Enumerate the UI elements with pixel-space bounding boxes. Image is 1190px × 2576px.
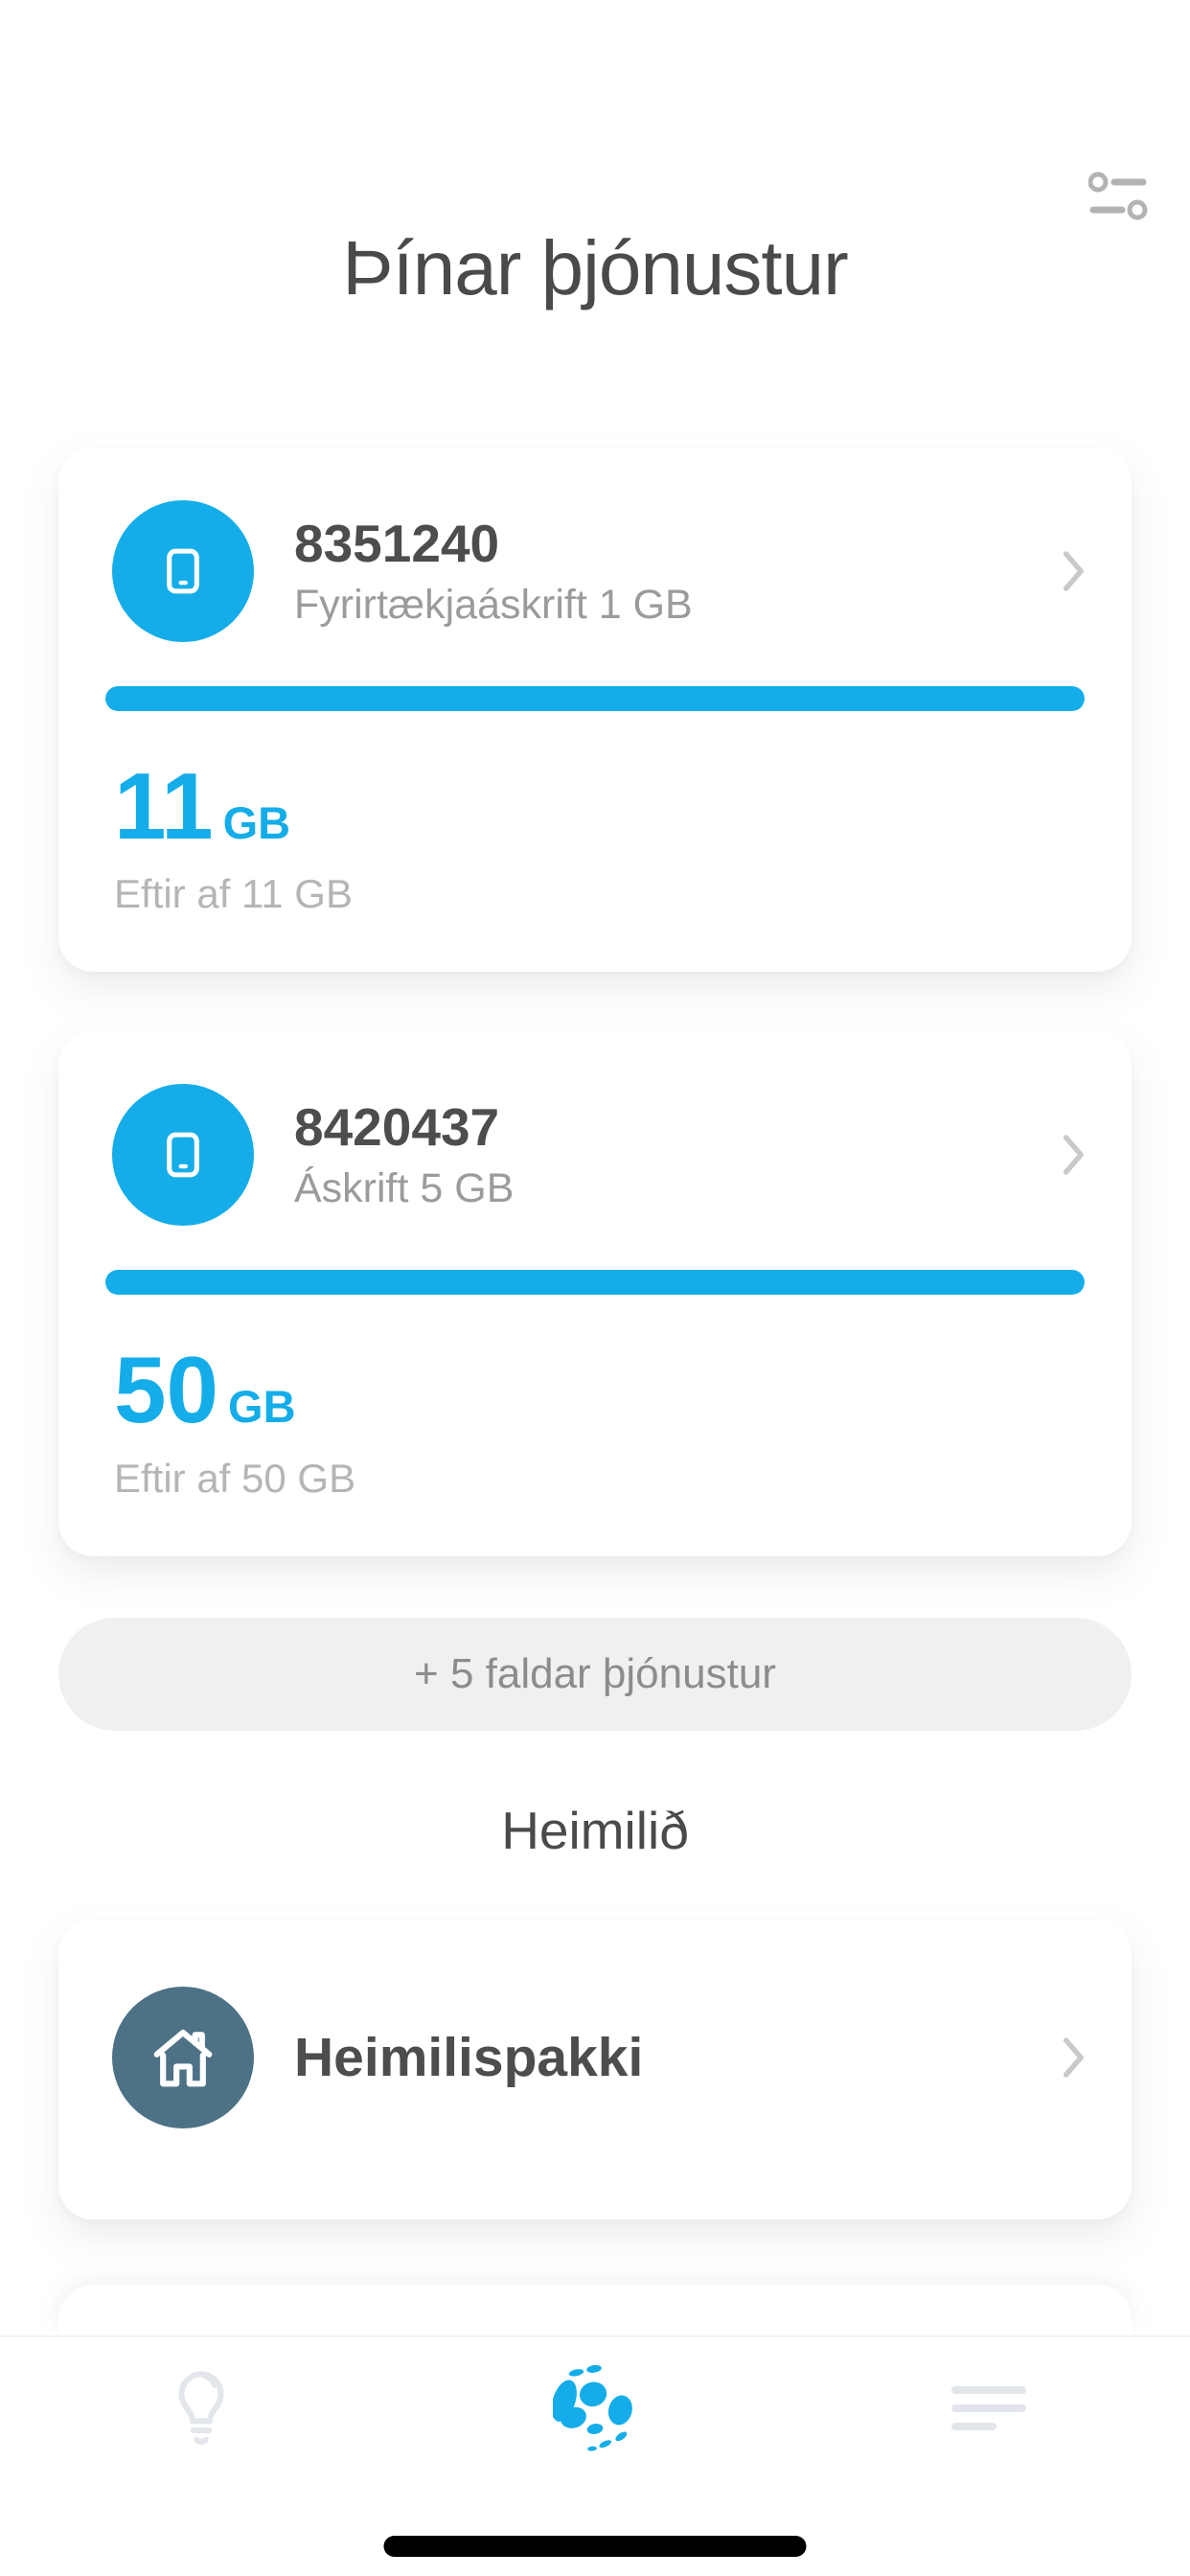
home-indicator[interactable] <box>383 2536 807 2557</box>
chevron-right-icon <box>1063 1133 1086 1177</box>
service-avatar <box>112 1084 254 1227</box>
phone-icon <box>151 540 215 603</box>
show-hidden-services-button[interactable]: + 5 faldar þjónustur <box>58 1617 1132 1731</box>
remaining-caption: Eftir af 50 GB <box>114 1455 356 1501</box>
data-progress-bar <box>105 686 1085 711</box>
home-avatar <box>112 1986 254 2128</box>
data-progress-bar <box>105 1270 1085 1296</box>
home-icon <box>146 2020 220 2095</box>
partial-card[interactable] <box>58 2285 1132 2339</box>
phone-icon <box>151 1123 215 1186</box>
tab-bar <box>0 2335 1190 2576</box>
home-package-card[interactable]: Heimilispakki <box>58 1920 1132 2220</box>
filter-button[interactable] <box>1088 171 1148 220</box>
tab-menu[interactable] <box>931 2360 1046 2456</box>
home-package-label: Heimilispakki <box>294 2026 644 2088</box>
service-plan: Áskrift 5 GB <box>294 1164 515 1211</box>
service-plan: Fyrirtækjaáskrift 1 GB <box>294 581 693 628</box>
service-card[interactable]: 8420437 Áskrift 5 GB 50 GB Eftir af 50 G… <box>58 1031 1132 1556</box>
tab-home-logo[interactable] <box>538 2360 652 2456</box>
service-avatar <box>112 500 254 642</box>
remaining-caption: Eftir af 11 GB <box>114 871 353 917</box>
remaining-amount: 11 <box>114 753 214 859</box>
menu-icon <box>951 2385 1026 2431</box>
data-progress-fill <box>105 686 1085 711</box>
chevron-right-icon <box>1063 549 1086 593</box>
remaining-unit: GB <box>222 797 291 848</box>
service-number: 8420437 <box>294 1097 500 1158</box>
service-number: 8351240 <box>294 514 500 574</box>
remaining-amount: 50 <box>114 1337 219 1443</box>
section-title-heimilid: Heimilið <box>501 1800 689 1860</box>
page-title: Þínar þjónustur <box>342 225 849 310</box>
service-card[interactable]: 8351240 Fyrirtækjaáskrift 1 GB 11 GB Eft… <box>58 448 1132 973</box>
chevron-right-icon <box>1063 2036 1086 2080</box>
lightbulb-icon <box>173 2364 229 2452</box>
remaining-unit: GB <box>228 1381 296 1433</box>
data-progress-fill <box>105 1270 1085 1296</box>
filter-sliders-icon <box>1088 171 1148 220</box>
app-logo-icon <box>553 2364 637 2452</box>
tab-tips[interactable] <box>144 2360 259 2456</box>
